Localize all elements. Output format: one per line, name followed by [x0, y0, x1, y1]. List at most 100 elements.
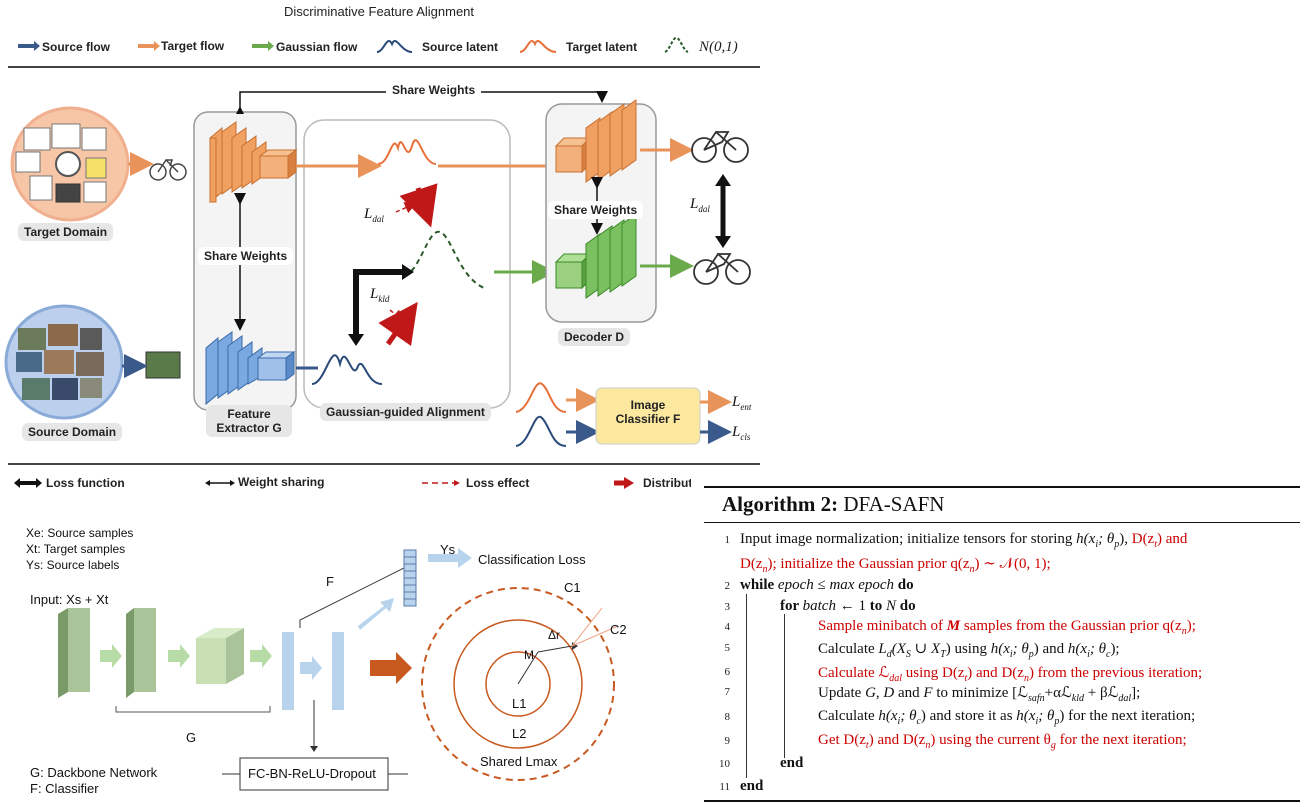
- classifier-target-latent: [515, 382, 567, 413]
- algo-token: ; θ: [1012, 641, 1029, 657]
- algo-token: and: [894, 685, 924, 701]
- algo-heading: Algorithm 2: DFA-SAFN: [722, 492, 944, 517]
- algo-token: ∪ X: [910, 641, 941, 657]
- backbone-layer-3: [196, 628, 244, 684]
- decoder-gaussian-blocks: [554, 213, 637, 299]
- source-domain-circle: [4, 304, 124, 420]
- algo-line: Input image normalization; initialize te…: [740, 531, 1187, 550]
- loss-dal-2-sub: dal: [698, 204, 710, 214]
- algo-token: t: [865, 740, 869, 751]
- m-label: M: [524, 648, 534, 662]
- loss-effect-arrow-icon: [422, 480, 460, 486]
- algo-line: end: [740, 778, 763, 795]
- flow-arrow-4: [300, 656, 322, 680]
- norm-arrow: [370, 652, 412, 684]
- algo-token: h(x: [878, 708, 898, 724]
- share-weights-top-label: Share Weights: [386, 81, 482, 99]
- algo-token: D(z: [740, 556, 763, 572]
- algo-token: for the next iteration;: [1055, 732, 1187, 748]
- algo-token: ); initialize the Gaussian prior: [767, 556, 951, 572]
- source-flow-arrow-icon: [18, 41, 40, 51]
- share-weights-left-label: Share Weights: [198, 247, 294, 265]
- algo-token: for: [780, 598, 803, 614]
- algo-token: kld: [1071, 693, 1084, 704]
- feature-extractor-label: Feature Extractor G: [206, 405, 292, 437]
- input-label: Input: Xs + Xt: [30, 592, 109, 607]
- algo-token: h(x: [1076, 531, 1096, 547]
- classifier-output-arrow: [358, 598, 394, 630]
- algo-token: batch: [802, 598, 836, 614]
- decoder-label: Decoder D: [558, 328, 631, 346]
- algo-token: i: [1035, 716, 1039, 727]
- algo-token: + βℒ: [1083, 685, 1119, 701]
- algo-token: d: [886, 649, 892, 660]
- algo-token: (X: [891, 641, 906, 657]
- safn-diagram: [58, 548, 619, 791]
- gaussian-prior-curve: [403, 230, 485, 289]
- algo-line-number: 7: [724, 686, 731, 698]
- algo-token: D(z: [1131, 531, 1155, 547]
- algo-token: T: [940, 649, 946, 660]
- algo-token: to: [869, 598, 883, 614]
- l2-label: L2: [512, 726, 527, 741]
- algo-token: do: [894, 577, 914, 593]
- algo-token: ) using: [945, 641, 991, 657]
- algo-line: Update G, D and F to minimize [ℒsafn+αℒk…: [818, 683, 1140, 704]
- algo-token: ; θ: [1038, 708, 1055, 724]
- algo-token: Update: [818, 685, 866, 701]
- c2-label: C2: [610, 622, 627, 637]
- gaussian-latent-icon: [664, 36, 689, 53]
- algo-token: G, D: [865, 685, 895, 701]
- backbone-layer-1: [58, 608, 90, 698]
- delta-r-label: Δr: [548, 628, 561, 642]
- legend-distribution: Distribut: [643, 476, 691, 490]
- algo-line: Calculate h(xi; θc) and store it as h(xi…: [818, 708, 1195, 727]
- algo-token: );: [1110, 641, 1120, 657]
- algo-line-number: 1: [724, 534, 731, 546]
- flow-arrow-3: [250, 644, 272, 668]
- algo-token: p: [1028, 649, 1034, 660]
- algo-token: θ: [1043, 732, 1051, 748]
- gaussian-alignment-label: Gaussian-guided Alignment: [320, 403, 491, 421]
- algo-token: t: [964, 673, 968, 684]
- algo-line: Calculate ℒdal using D(zt) and D(zn) fro…: [818, 663, 1202, 684]
- loss-cls-sub: cls: [740, 432, 751, 442]
- algo-token: end: [740, 778, 764, 794]
- gaussian-flow-arrow-icon: [252, 41, 274, 51]
- algo-token: dal: [1118, 693, 1132, 704]
- loss-cls-symbol: L: [732, 424, 741, 440]
- loss-dal-1-sub: dal: [372, 214, 384, 224]
- algo-token: n: [925, 740, 931, 751]
- loss-dal-2: Ldal: [690, 196, 710, 214]
- algo-token: n: [969, 564, 975, 575]
- algo-top-rule: [704, 486, 1300, 488]
- algo-token: n: [1023, 673, 1029, 684]
- algo-line-number: 3: [724, 601, 731, 613]
- encoder-source-blocks: [205, 331, 296, 406]
- loss-function-arrow-icon: [14, 478, 42, 488]
- legend-target-flow: Target flow: [161, 39, 225, 53]
- bicycle-reconstructed-icon: [691, 130, 749, 163]
- bottom-legend-icons: [14, 477, 634, 489]
- algo-line-number: 8: [724, 711, 731, 723]
- loss-kld-symbol: L: [370, 286, 379, 302]
- algo-token: ) using the current: [930, 732, 1044, 748]
- algo-token: ) from the previous iteration;: [1028, 665, 1203, 681]
- algo-line: end: [780, 755, 803, 772]
- algo-token: using: [901, 665, 942, 681]
- algo-token: Sample minibatch of: [818, 618, 947, 634]
- backbone-layer-2: [126, 608, 156, 698]
- algo-token: D(z: [843, 732, 866, 748]
- algo-token: h(x: [990, 641, 1010, 657]
- algo-token: do: [899, 598, 916, 614]
- algo-token: S: [905, 649, 911, 660]
- loss-ent: Lent: [732, 394, 751, 412]
- algo-line: for batch ← 1 to N do: [780, 598, 916, 615]
- feature-bar-1: [282, 632, 294, 710]
- algo-token: ; θ: [1098, 531, 1115, 547]
- algo-token: ) and: [967, 665, 1002, 681]
- for-guide-line: [784, 614, 785, 758]
- algo-token: D(z: [942, 665, 965, 681]
- algo-token: q(z: [1162, 618, 1182, 634]
- xe-definition: Xe: Source samples: [26, 526, 134, 540]
